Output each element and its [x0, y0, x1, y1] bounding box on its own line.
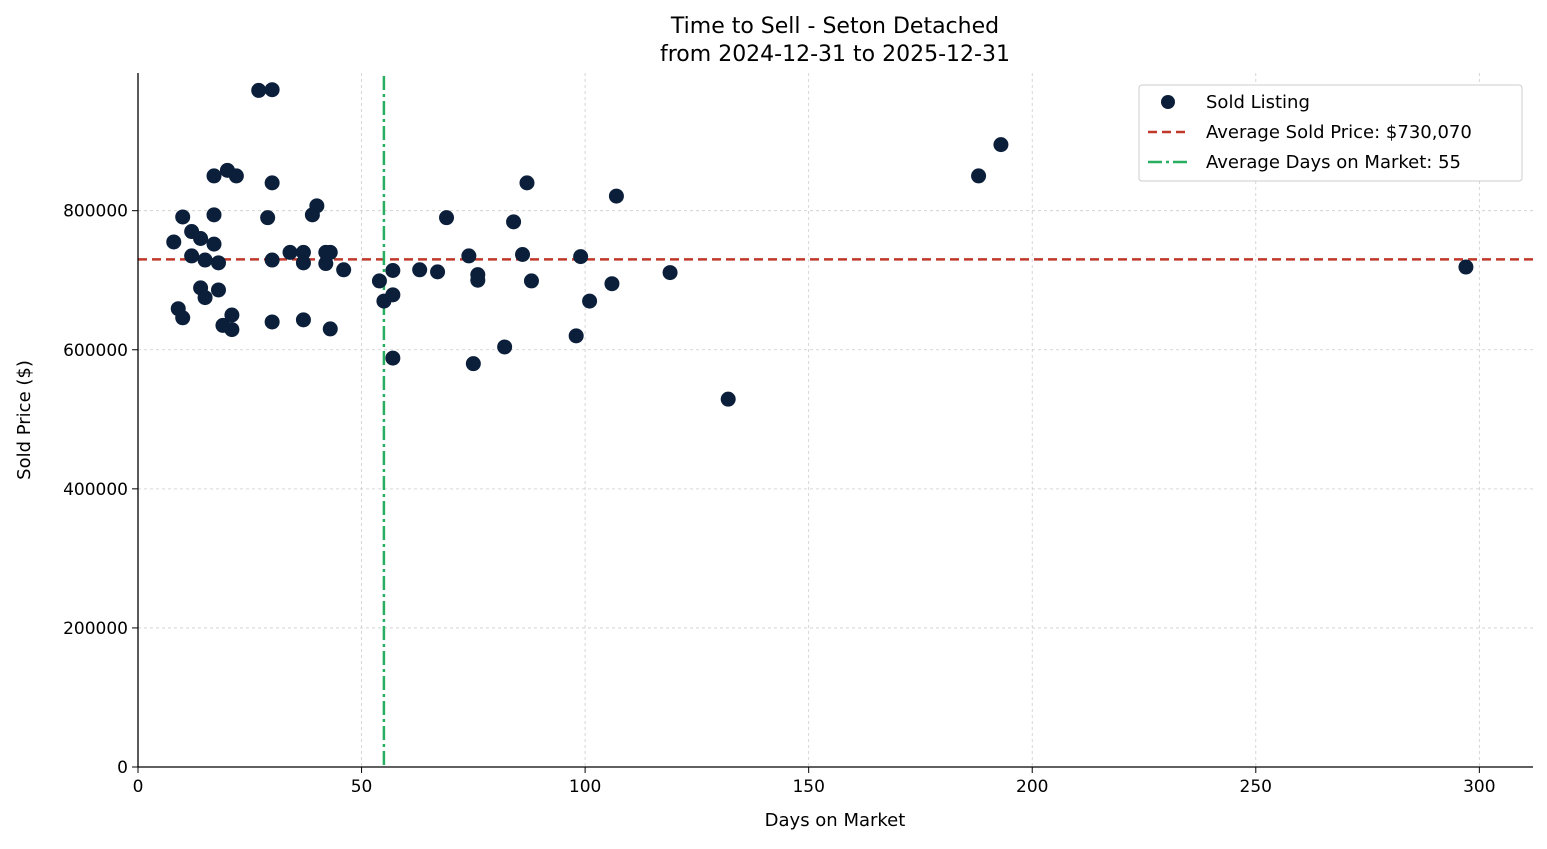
data-point	[295, 312, 311, 328]
data-point	[604, 276, 620, 292]
data-point	[720, 391, 736, 407]
data-point	[282, 244, 298, 260]
data-point	[523, 273, 539, 289]
data-point	[224, 307, 240, 323]
data-point	[295, 255, 311, 271]
data-point	[175, 209, 191, 225]
data-point	[993, 137, 1009, 153]
data-point	[497, 339, 513, 355]
data-point	[573, 249, 589, 265]
chart-subtitle: from 2024-12-31 to 2025-12-31	[660, 42, 1010, 67]
data-point	[193, 231, 209, 247]
data-point	[322, 244, 338, 260]
x-tick-label: 100	[569, 777, 601, 797]
grid	[138, 73, 1533, 767]
x-tick-label: 300	[1463, 777, 1495, 797]
data-point	[260, 210, 276, 226]
data-point	[322, 321, 338, 337]
data-point	[568, 328, 584, 344]
data-point	[228, 168, 244, 184]
y-tick-label: 400000	[63, 480, 128, 500]
data-point	[206, 207, 222, 223]
data-point	[175, 310, 191, 326]
x-axis-label: Days on Market	[765, 810, 906, 831]
legend-avg-price: Average Sold Price: $730,070	[1206, 122, 1472, 143]
data-point	[385, 262, 401, 278]
reference-lines	[138, 76, 1533, 767]
data-point	[264, 175, 280, 191]
data-point	[430, 264, 446, 280]
data-point	[582, 293, 598, 309]
data-point	[206, 236, 222, 252]
y-tick-label: 600000	[63, 341, 128, 361]
data-point	[465, 356, 481, 372]
data-point	[1458, 259, 1474, 275]
data-point	[206, 168, 222, 184]
data-point	[385, 350, 401, 366]
data-point	[515, 246, 531, 262]
data-point	[251, 82, 267, 98]
data-point	[608, 188, 624, 204]
data-point	[439, 210, 455, 226]
data-point	[309, 198, 325, 214]
y-tick-label: 0	[117, 758, 128, 778]
data-point	[336, 262, 352, 278]
data-point	[470, 272, 486, 288]
data-point	[264, 252, 280, 268]
legend-sold: Sold Listing	[1206, 92, 1310, 113]
legend-marker-sold	[1161, 95, 1175, 109]
y-tick-label: 200000	[63, 619, 128, 639]
data-point	[264, 82, 280, 98]
x-tick-label: 250	[1240, 777, 1272, 797]
data-point	[166, 234, 182, 250]
data-point	[385, 287, 401, 303]
data-point	[519, 175, 535, 191]
data-point	[197, 290, 213, 306]
x-tick-label: 50	[351, 777, 373, 797]
data-point	[506, 214, 522, 230]
data-point	[210, 255, 226, 271]
chart-title: Time to Sell - Seton Detached	[670, 14, 999, 39]
data-point	[662, 265, 678, 281]
y-tick-label: 800000	[63, 202, 128, 222]
data-point	[461, 248, 477, 264]
data-point	[184, 248, 200, 264]
data-points	[166, 82, 1474, 407]
x-tick-label: 200	[1016, 777, 1048, 797]
data-point	[224, 322, 240, 338]
y-axis-label: Sold Price ($)	[14, 360, 35, 480]
data-point	[210, 282, 226, 298]
legend-avg-days: Average Days on Market: 55	[1206, 152, 1461, 173]
axis-ticks: 0 50 100 150 200 250 300 0 200000 400000 600000 800…	[63, 202, 1495, 797]
data-point	[264, 314, 280, 330]
data-point	[971, 168, 987, 184]
data-point	[412, 262, 428, 278]
data-point	[295, 244, 311, 260]
data-point	[371, 273, 387, 289]
data-point	[197, 252, 213, 268]
x-tick-label: 0	[133, 777, 144, 797]
legend: Sold Listing Average Sold Price: $730,07…	[1138, 84, 1523, 182]
x-tick-label: 150	[792, 777, 824, 797]
